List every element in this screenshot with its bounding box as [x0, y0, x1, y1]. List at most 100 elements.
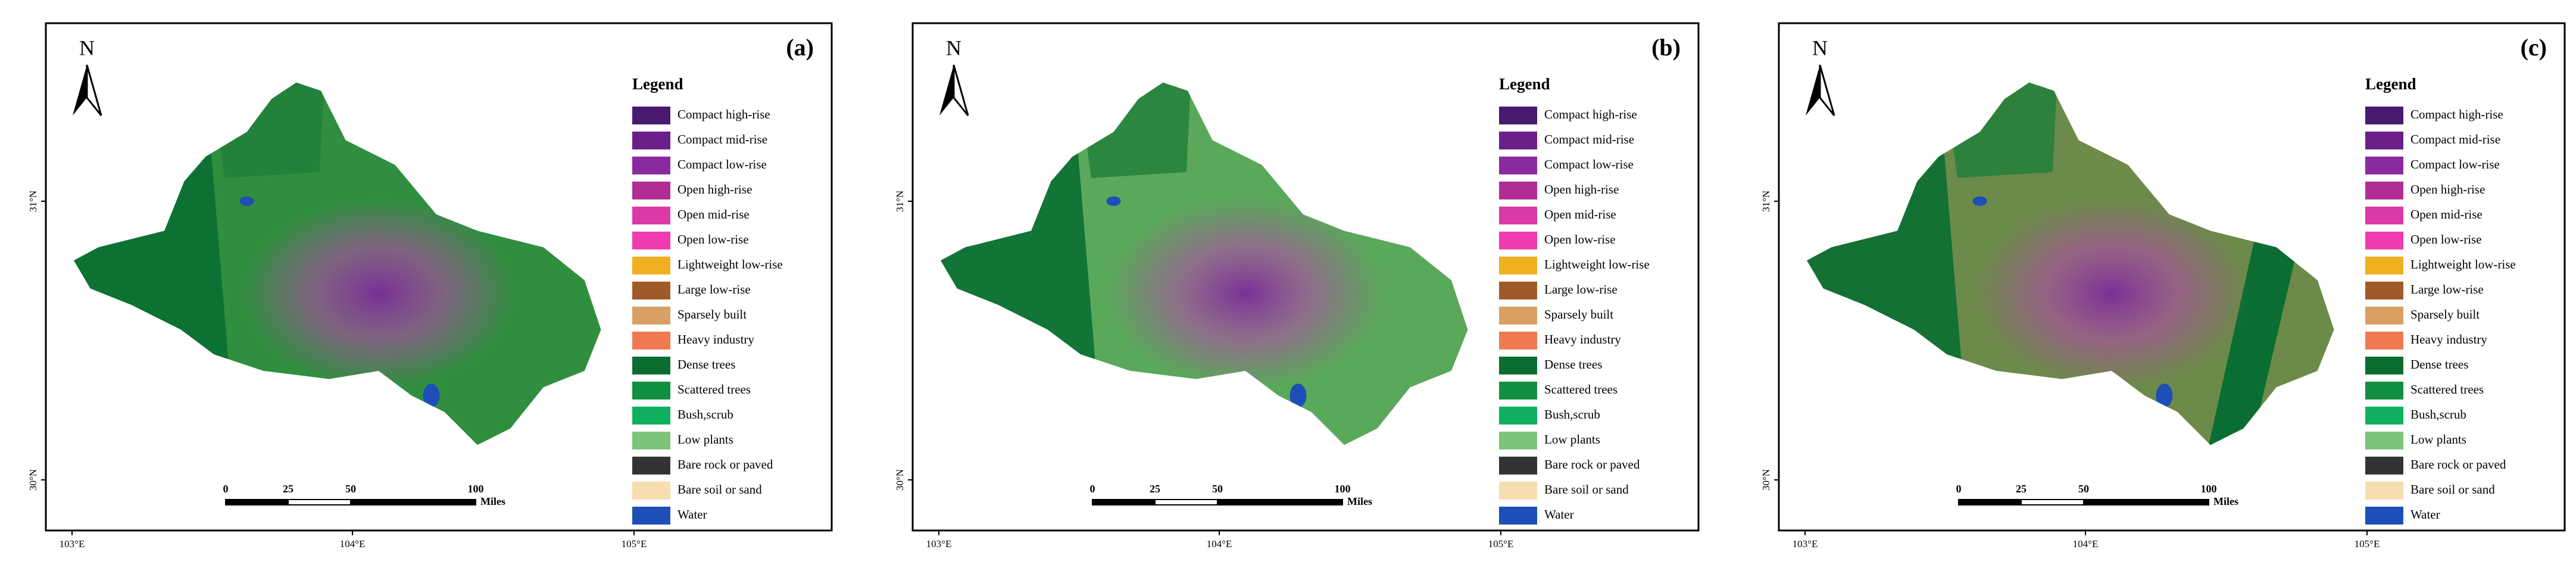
legend-swatch	[632, 307, 670, 324]
urban-core	[241, 198, 516, 389]
legend-swatch	[1499, 407, 1537, 425]
scale-tick-label: 25	[2016, 483, 2027, 495]
legend-label: Compact high-rise	[2410, 107, 2503, 121]
legend-label: Bare rock or paved	[677, 457, 773, 472]
scale-segment	[1217, 499, 1343, 505]
water-body	[1106, 196, 1121, 206]
legend-title: Legend	[2365, 75, 2416, 93]
scale-segment	[2083, 499, 2209, 505]
y-coordinate-label: 30°N	[27, 469, 39, 491]
y-coordinate-label: 31°N	[1760, 191, 1772, 212]
y-coordinate-label: 31°N	[894, 191, 905, 212]
legend-swatch	[2365, 207, 2403, 224]
scale-tick-label: 25	[283, 483, 293, 495]
scale-unit: Miles	[1347, 495, 1372, 507]
legend-label: Bare soil or sand	[677, 482, 762, 497]
legend-swatch	[632, 507, 670, 525]
x-coordinate-label: 105°E	[1488, 538, 1514, 550]
legend-swatch	[1499, 207, 1537, 224]
x-coordinate-label: 103°E	[1793, 538, 1818, 550]
legend-title: Legend	[1499, 75, 1550, 93]
legend-label: Heavy industry	[1544, 332, 1621, 347]
legend-label: Large low-rise	[677, 282, 751, 297]
scale-tick-label: 50	[2078, 483, 2089, 495]
y-coordinate-label: 31°N	[27, 191, 39, 212]
legend-label: Bare rock or paved	[1544, 457, 1640, 472]
legend-label: Low plants	[1544, 432, 1600, 447]
x-coordinate-label: 104°E	[1207, 538, 1232, 550]
panel-label: (c)	[2521, 34, 2547, 61]
legend-swatch	[2365, 507, 2403, 525]
legend-swatch	[632, 482, 670, 500]
legend-label: Compact low-rise	[1544, 157, 1634, 171]
legend-label: Bush,scrub	[2410, 407, 2466, 422]
legend-swatch	[2365, 307, 2403, 324]
legend-label: Large low-rise	[1544, 282, 1618, 297]
legend-label: Open high-rise	[2410, 182, 2485, 196]
north-arrow-left	[1806, 65, 1820, 116]
legend-label: Bush,scrub	[1544, 407, 1600, 422]
north-label: N	[1812, 36, 1828, 60]
urban-core	[1108, 198, 1382, 389]
legend-label: Lightweight low-rise	[677, 257, 783, 271]
scale-tick-label: 50	[1212, 483, 1223, 495]
legend-label: Compact mid-rise	[2410, 132, 2500, 146]
scale-tick-label: 0	[1956, 483, 1962, 495]
scale-segment	[288, 499, 351, 505]
legend-label: Bush,scrub	[677, 407, 733, 422]
legend-label: Sparsely built	[2410, 307, 2480, 322]
legend-swatch	[1499, 282, 1537, 299]
legend-swatch	[2365, 232, 2403, 249]
legend-swatch	[2365, 382, 2403, 400]
scale-tick-label: 100	[468, 483, 484, 495]
legend-swatch	[632, 407, 670, 425]
map-panel: (b) N Legend Compact high-rise Compact mid-r…	[894, 22, 1700, 550]
legend-swatch	[2365, 182, 2403, 199]
legend-label: Compact mid-rise	[677, 132, 767, 146]
legend-label: Lightweight low-rise	[2410, 257, 2516, 271]
north-arrow-right	[953, 64, 969, 116]
scale-segment	[225, 499, 289, 505]
legend-label: Open high-rise	[1544, 182, 1619, 196]
legend-swatch	[632, 132, 670, 149]
x-coordinate-label: 104°E	[2073, 538, 2099, 550]
x-coordinate-label: 105°E	[2355, 538, 2380, 550]
scale-segment	[1154, 499, 1218, 505]
map-panel: (c) N Legend Compact high-rise Compact mid-r…	[1760, 22, 2566, 550]
legend-swatch	[1499, 432, 1537, 450]
legend-swatch	[1499, 132, 1537, 149]
north-label: N	[79, 36, 95, 60]
legend-label: Open mid-rise	[1544, 207, 1616, 221]
legend-swatch	[632, 232, 670, 249]
legend-swatch	[1499, 382, 1537, 400]
north-arrow-right	[86, 64, 102, 116]
legend-label: Bare soil or sand	[2410, 482, 2495, 497]
legend-swatch	[2365, 457, 2403, 475]
scale-unit: Miles	[480, 495, 505, 507]
legend-swatch	[2365, 132, 2403, 149]
legend-swatch	[632, 182, 670, 199]
legend-label: Water	[677, 507, 707, 522]
legend-swatch	[632, 207, 670, 224]
scale-tick-label: 0	[223, 483, 229, 495]
hill-north	[207, 82, 326, 178]
legend-label: Compact low-rise	[677, 157, 767, 171]
water-body	[423, 383, 440, 408]
scale-tick-label: 25	[1150, 483, 1160, 495]
legend-label: Open high-rise	[677, 182, 752, 196]
scale-tick-label: 0	[1090, 483, 1095, 495]
legend-label: Heavy industry	[2410, 332, 2487, 347]
legend-swatch	[2365, 482, 2403, 500]
legend-swatch	[1499, 482, 1537, 500]
water-body	[1289, 383, 1307, 408]
north-arrow-left	[73, 65, 87, 116]
legend-swatch	[1499, 182, 1537, 199]
legend-label: Dense trees	[1544, 357, 1602, 372]
legend-swatch	[2365, 432, 2403, 450]
legend-label: Open low-rise	[1544, 232, 1616, 246]
x-coordinate-label: 103°E	[60, 538, 85, 550]
legend-label: Low plants	[677, 432, 733, 447]
legend-swatch	[2365, 282, 2403, 299]
